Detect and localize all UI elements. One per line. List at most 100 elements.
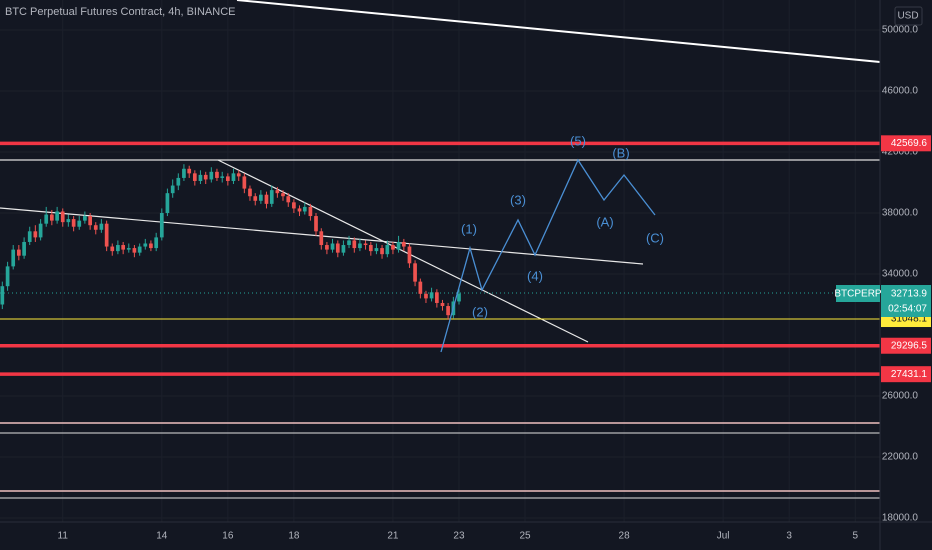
candle-body	[159, 213, 164, 238]
candle-body	[418, 281, 423, 294]
candle-body	[198, 174, 203, 181]
currency-box	[894, 6, 923, 26]
candle-body	[116, 245, 120, 252]
candle-body	[236, 173, 241, 177]
wave-label: (4)	[527, 268, 543, 283]
candle-body	[407, 246, 412, 264]
trend-line	[236, 0, 881, 63]
candle-body	[27, 231, 32, 242]
candle-body	[297, 208, 302, 212]
wave-label: (B)	[612, 145, 629, 160]
x-tick-label: 14	[156, 531, 168, 542]
x-tick-label: 11	[58, 531, 69, 542]
trend-line	[217, 159, 589, 343]
candle-body	[225, 176, 230, 181]
candle-body	[110, 246, 115, 252]
x-tick-label: 25	[519, 531, 531, 542]
candle-body	[192, 173, 197, 181]
candle-body	[314, 216, 318, 232]
candle-body	[347, 240, 351, 246]
candle-body	[401, 241, 406, 247]
candle-body	[203, 174, 208, 180]
candle-body	[0, 286, 5, 305]
wave-label: (2)	[472, 304, 488, 319]
currency: USD	[897, 11, 918, 22]
x-tick-label: 23	[453, 531, 465, 542]
candle-body	[165, 193, 170, 214]
chart-title: BTC Perpetual Futures Contract, 4h, BINA…	[5, 6, 235, 18]
candle-body	[77, 220, 82, 227]
level-label: 42569.6	[891, 138, 928, 149]
candle-body	[5, 266, 10, 287]
candle-body	[275, 190, 280, 194]
candle-body	[182, 168, 186, 178]
candle-body	[319, 231, 324, 246]
candle-body	[104, 223, 109, 247]
x-tick-label: 28	[619, 531, 631, 542]
candle-body	[269, 190, 274, 204]
countdown: 02:54:07	[888, 304, 927, 315]
drawings	[0, 0, 881, 499]
wave-label: (C)	[646, 230, 664, 245]
candle-body	[302, 206, 307, 212]
x-tick-label: Jul	[717, 531, 730, 542]
candle-body	[154, 237, 159, 249]
level-label: 31048.1	[891, 314, 928, 325]
candle-body	[93, 225, 98, 230]
candle-body	[231, 173, 236, 181]
candle-body	[325, 245, 329, 250]
candle-body	[11, 249, 16, 267]
candle-body	[22, 241, 26, 256]
candle-body	[286, 196, 291, 203]
level-label-box	[881, 366, 931, 383]
wave-labels: (1) (2) (3) (4) (5) (A) (B) (C)	[461, 133, 664, 319]
candle-body	[352, 240, 357, 249]
level-label: 27431.1	[891, 369, 928, 380]
axes: 18000.0 22000.0 26000.0 34000.0 38000.0 42000…	[58, 25, 931, 542]
candle-body	[99, 223, 104, 230]
candle-body	[209, 171, 214, 180]
candle-body	[264, 194, 269, 204]
candle-body	[253, 196, 258, 201]
x-tick-label: 21	[387, 531, 399, 542]
candle-body	[380, 248, 384, 255]
candle-body	[215, 171, 219, 178]
candle-body	[435, 292, 439, 303]
candle-body	[358, 243, 362, 249]
candle-body	[137, 246, 142, 253]
candle-body	[220, 176, 225, 178]
x-tick-label: 3	[786, 531, 792, 542]
candle-body	[121, 245, 126, 250]
candle-body	[259, 194, 263, 201]
wave-label: (3)	[510, 192, 526, 207]
candle-body	[132, 248, 137, 253]
candle-body	[330, 243, 335, 250]
y-tick-label: 26000.0	[882, 391, 919, 402]
candle-body	[385, 245, 390, 255]
candle-body	[457, 293, 461, 302]
candle-body	[413, 263, 417, 282]
candle-body	[391, 245, 395, 250]
candle-body	[16, 249, 21, 256]
candle-body	[341, 245, 346, 253]
candle-body	[446, 306, 450, 316]
y-tick-label: 46000.0	[882, 86, 919, 97]
y-tick-label: 38000.0	[882, 208, 919, 219]
wave-path	[440, 158, 656, 353]
x-tick-label: 16	[222, 531, 234, 542]
y-tick-label: 18000.0	[882, 513, 919, 524]
candle-body	[368, 245, 373, 252]
level-label-box	[881, 337, 931, 354]
candle-body	[374, 248, 379, 252]
candle-body	[66, 219, 71, 223]
candle-body	[242, 176, 247, 189]
candle-body	[60, 211, 65, 223]
symbol-box	[836, 285, 880, 302]
grid	[0, 0, 880, 522]
candle-body	[44, 214, 49, 224]
y-tick-label: 42000.0	[882, 147, 919, 158]
y-tick-label: 22000.0	[882, 452, 919, 463]
